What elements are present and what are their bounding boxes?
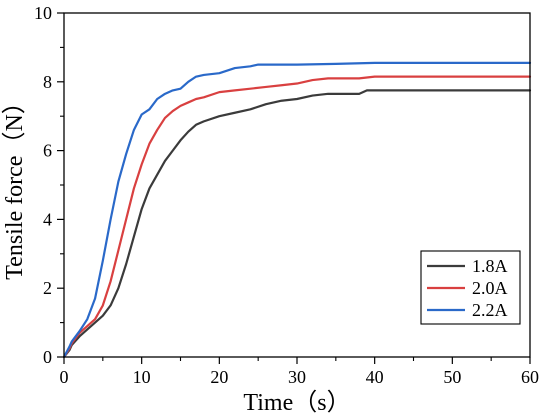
y-tick-label: 10 bbox=[34, 3, 52, 23]
labels-layer: 0 10 20 30 40 50 60 0 2 4 6 8 10 Time（s） Tensile force… bbox=[2, 3, 539, 416]
x-axis-title: Time（s） bbox=[243, 390, 350, 416]
x-tick-label: 20 bbox=[210, 367, 228, 387]
plot-layer bbox=[62, 61, 532, 359]
x-tick-label: 60 bbox=[521, 367, 539, 387]
y-tick-label: 8 bbox=[43, 72, 52, 92]
y-tick-label: 0 bbox=[43, 347, 52, 367]
series-line-1-8a bbox=[62, 89, 532, 359]
y-tick-label: 4 bbox=[43, 209, 52, 229]
x-tick-label: 40 bbox=[366, 367, 384, 387]
y-tick-label: 2 bbox=[43, 278, 52, 298]
y-tick-label: 6 bbox=[43, 141, 52, 161]
x-tick-label: 30 bbox=[288, 367, 306, 387]
x-tick-label: 50 bbox=[443, 367, 461, 387]
legend-label-2-0a: 2.0A bbox=[472, 278, 508, 298]
legend: 1.8A2.0A2.2A bbox=[420, 250, 521, 325]
x-tick-label: 0 bbox=[60, 367, 69, 387]
x-tick-label: 10 bbox=[133, 367, 151, 387]
legend-label-2-2a: 2.2A bbox=[472, 300, 508, 320]
axes-layer bbox=[57, 12, 531, 364]
series-line-2-2a bbox=[62, 61, 532, 359]
legend-label-1-8a: 1.8A bbox=[472, 256, 508, 276]
y-axis-title: Tensile force（N） bbox=[2, 90, 28, 280]
series-line-2-0a bbox=[62, 75, 532, 359]
